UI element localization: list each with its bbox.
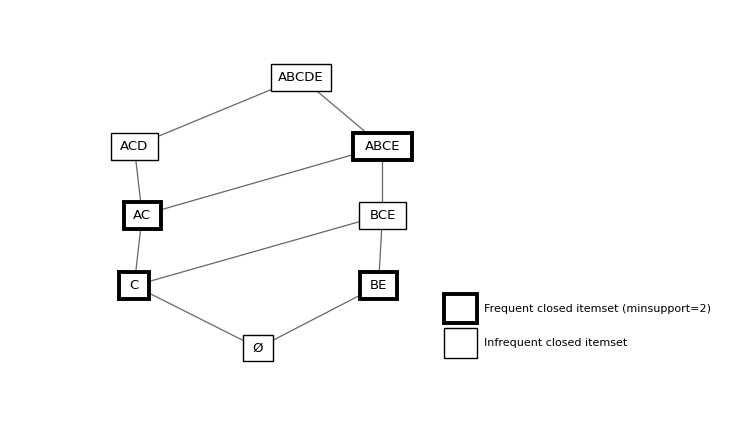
- Text: ABCDE: ABCDE: [278, 71, 323, 84]
- FancyBboxPatch shape: [243, 334, 273, 361]
- Text: Infrequent closed itemset: Infrequent closed itemset: [484, 338, 627, 348]
- Text: ACD: ACD: [120, 140, 148, 153]
- FancyBboxPatch shape: [444, 294, 476, 323]
- FancyBboxPatch shape: [359, 201, 406, 229]
- Text: ABCE: ABCE: [365, 140, 400, 153]
- FancyBboxPatch shape: [360, 272, 397, 299]
- FancyBboxPatch shape: [119, 272, 149, 299]
- Text: BE: BE: [370, 279, 387, 292]
- FancyBboxPatch shape: [271, 64, 331, 91]
- FancyBboxPatch shape: [124, 201, 161, 229]
- Text: Ø: Ø: [253, 342, 263, 354]
- FancyBboxPatch shape: [444, 328, 476, 358]
- Text: C: C: [130, 279, 139, 292]
- Text: Frequent closed itemset (minsupport=2): Frequent closed itemset (minsupport=2): [484, 304, 710, 314]
- Text: AC: AC: [133, 209, 151, 222]
- FancyBboxPatch shape: [111, 133, 158, 160]
- FancyBboxPatch shape: [353, 133, 412, 160]
- Text: BCE: BCE: [369, 209, 396, 222]
